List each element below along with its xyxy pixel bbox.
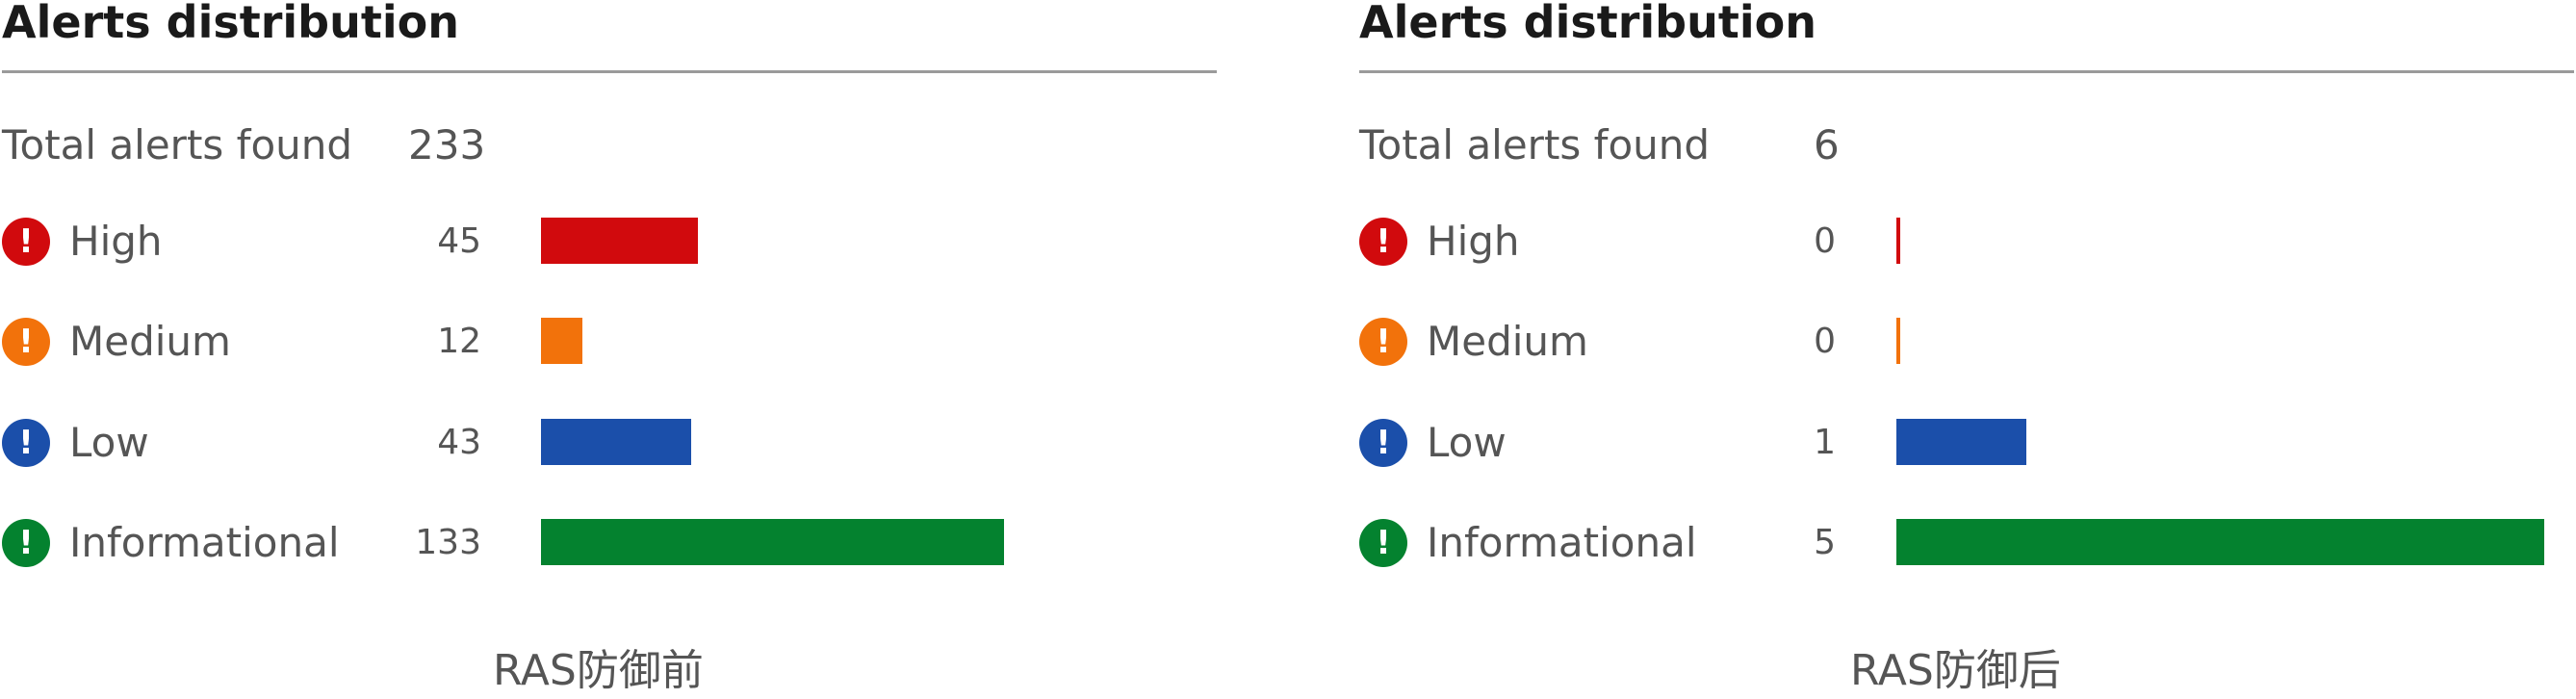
- bar-low: [1896, 419, 2026, 465]
- severity-count: 133: [415, 523, 481, 562]
- total-alerts-label: Total alerts found: [1359, 121, 1711, 168]
- severity-row-medium: ! Medium 12: [2, 318, 1219, 366]
- panel-title: Alerts distribution: [2, 0, 459, 48]
- severity-label: Low: [1427, 419, 1507, 466]
- severity-label: Medium: [1427, 318, 1588, 365]
- bar-high: [1896, 218, 1900, 264]
- bar-medium: [1896, 318, 1900, 364]
- severity-row-informational: ! Informational 5: [1359, 519, 2576, 567]
- bar-informational: [1896, 519, 2544, 565]
- severity-count: 5: [1814, 523, 1836, 562]
- exclamation-icon: !: [1359, 218, 1407, 266]
- severity-row-medium: ! Medium 0: [1359, 318, 2576, 366]
- total-alerts-value: 6: [1814, 121, 1840, 168]
- severity-count: 43: [437, 423, 481, 462]
- severity-label: High: [69, 218, 163, 265]
- alerts-panel-after: Alerts distribution Total alerts found 6…: [1359, 0, 2576, 699]
- exclamation-icon: !: [1359, 419, 1407, 467]
- bar-medium: [541, 318, 582, 364]
- exclamation-icon: !: [2, 318, 50, 366]
- severity-row-informational: ! Informational 133: [2, 519, 1219, 567]
- exclamation-icon: !: [2, 419, 50, 467]
- severity-count: 12: [437, 322, 481, 361]
- exclamation-icon: !: [1359, 519, 1407, 567]
- severity-count: 0: [1814, 322, 1836, 361]
- severity-label: Low: [69, 419, 149, 466]
- bar-informational: [541, 519, 1004, 565]
- bar-low: [541, 419, 691, 465]
- severity-label: Informational: [69, 519, 340, 566]
- bar-high: [541, 218, 698, 264]
- alerts-panel-before: Alerts distribution Total alerts found 2…: [2, 0, 1219, 699]
- total-alerts-label: Total alerts found: [2, 121, 353, 168]
- exclamation-icon: !: [2, 218, 50, 266]
- severity-count: 1: [1814, 423, 1836, 462]
- severity-row-low: ! Low 1: [1359, 419, 2576, 467]
- severity-label: High: [1427, 218, 1520, 265]
- severity-label: Medium: [69, 318, 231, 365]
- exclamation-icon: !: [1359, 318, 1407, 366]
- title-divider: [1359, 70, 2574, 73]
- chart-caption: RAS防御前: [493, 646, 704, 695]
- severity-label: Informational: [1427, 519, 1697, 566]
- exclamation-icon: !: [2, 519, 50, 567]
- total-alerts-value: 233: [408, 121, 486, 168]
- severity-row-high: ! High 45: [2, 218, 1219, 266]
- severity-row-high: ! High 0: [1359, 218, 2576, 266]
- panel-title: Alerts distribution: [1359, 0, 1816, 48]
- severity-row-low: ! Low 43: [2, 419, 1219, 467]
- severity-count: 45: [437, 221, 481, 261]
- title-divider: [2, 70, 1217, 73]
- chart-caption: RAS防御后: [1850, 646, 2061, 695]
- severity-count: 0: [1814, 221, 1836, 261]
